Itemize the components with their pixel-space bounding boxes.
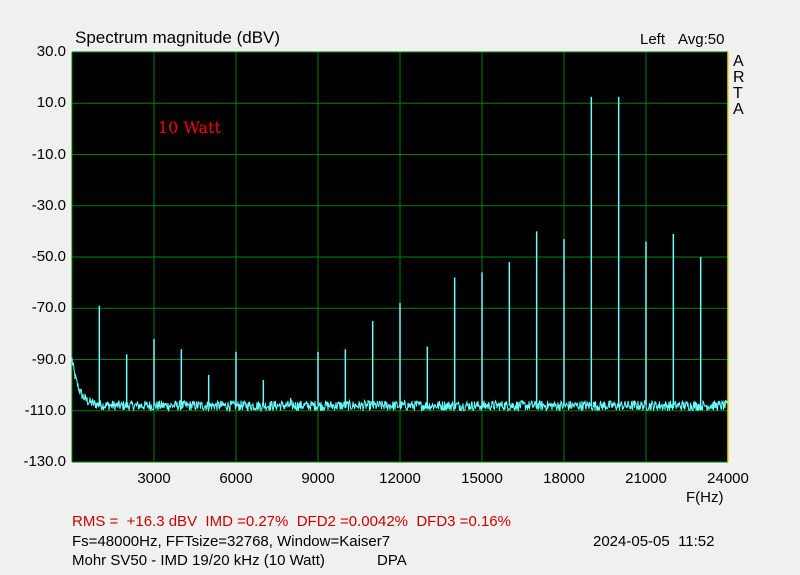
y-tick-label: -50.0: [31, 248, 66, 265]
x-tick-label: 3000: [137, 470, 171, 487]
x-tick-label: 6000: [219, 470, 253, 487]
x-tick-label: 12000: [379, 470, 421, 487]
logo-letter: A: [733, 101, 744, 118]
y-tick-label: -90.0: [31, 350, 66, 368]
x-tick-label: 24000: [707, 470, 749, 487]
y-tick-label: 10.0: [36, 94, 66, 112]
settings-line: Fs=48000Hz, FFTsize=32768, Window=Kaiser…: [72, 533, 391, 550]
x-tick-label: 9000: [301, 470, 335, 487]
x-tick-label: 18000: [543, 470, 585, 487]
timestamp: 2024-05-05 11:52: [593, 533, 715, 550]
y-tick-label: -70.0: [31, 299, 66, 317]
average-label: Avg:50: [678, 31, 725, 48]
x-tick-label: 21000: [625, 470, 667, 487]
logo-letter: T: [733, 85, 743, 102]
x-tick-label: 15000: [461, 470, 503, 487]
y-tick-label: -10.0: [31, 145, 66, 163]
measurements-line: RMS = +16.3 dBV IMD =0.27% DFD2 =0.0042%…: [72, 513, 511, 530]
y-tick-label: 30.0: [36, 43, 66, 60]
y-tick-label: -130.0: [23, 453, 66, 470]
chart-title: Spectrum magnitude (dBV): [75, 28, 281, 47]
logo-letter: R: [733, 69, 745, 86]
arta-logo: A R T A: [733, 54, 745, 118]
channel-label: Left: [640, 31, 666, 48]
logo-letter: A: [733, 53, 744, 70]
tag-label: DPA: [377, 552, 407, 569]
x-axis-label: F(Hz): [686, 489, 724, 506]
y-tick-label: -110.0: [24, 401, 66, 419]
plot-annotation: 10 Watt: [158, 118, 221, 137]
y-tick-label: -30.0: [31, 196, 66, 214]
description-line: Mohr SV50 - IMD 19/20 kHz (10 Watt): [72, 552, 325, 569]
